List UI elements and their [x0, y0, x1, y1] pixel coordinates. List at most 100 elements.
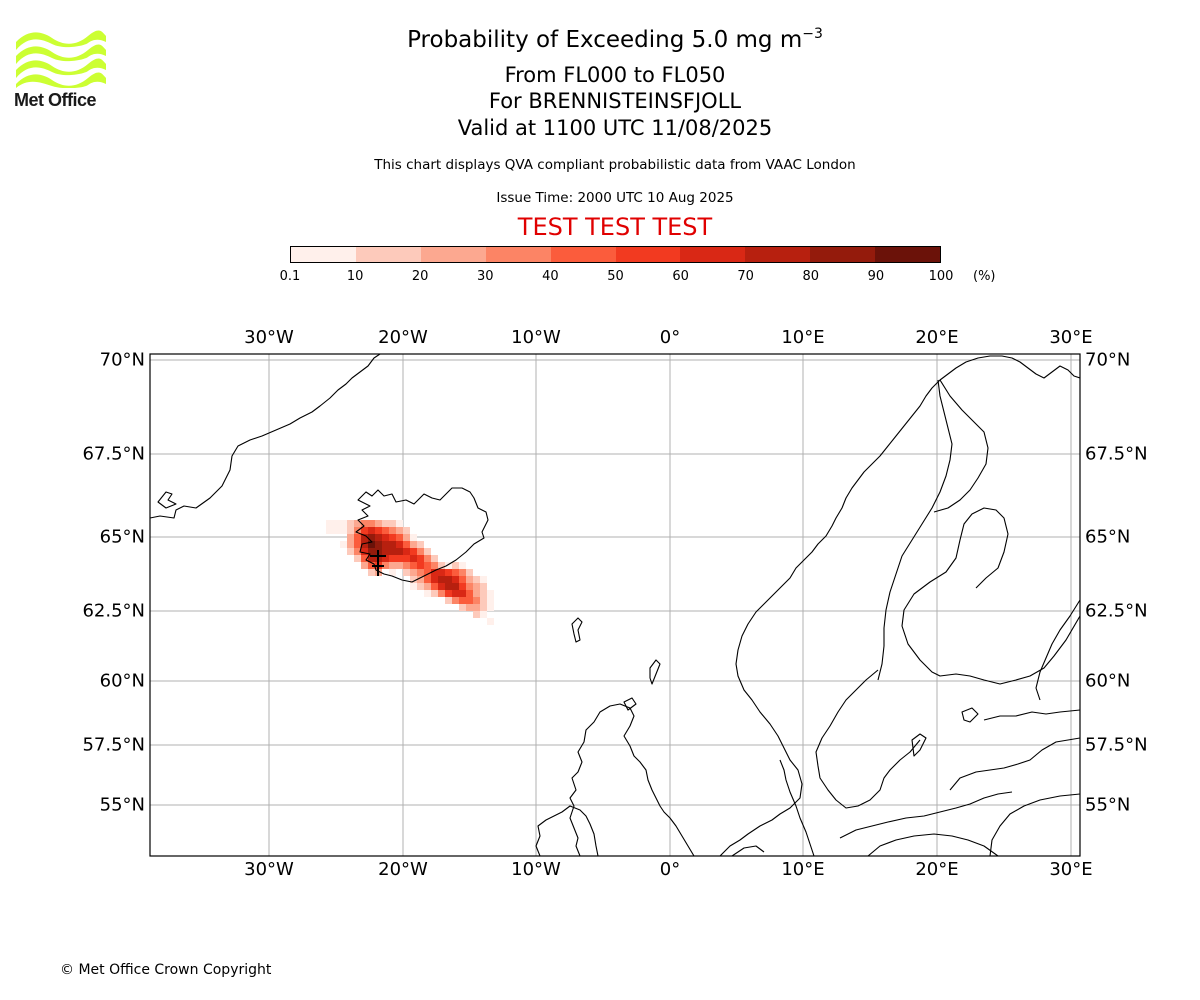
- plume-cell: [445, 583, 452, 590]
- plume-cell: [452, 597, 459, 604]
- plume-cell: [354, 534, 361, 541]
- plume-cell: [396, 562, 403, 569]
- plume-cell: [326, 520, 333, 527]
- colorbar-tick-label: 70: [737, 269, 754, 284]
- lat-label-right: 65°N: [1085, 526, 1131, 548]
- norway-sweden-border: [877, 379, 953, 681]
- plume-cell: [480, 604, 487, 611]
- plume-cell: [487, 604, 494, 611]
- plume-cell: [452, 576, 459, 583]
- plume-cell: [368, 541, 375, 548]
- lon-label-bottom: 10°E: [781, 859, 825, 880]
- lat-label-right: 55°N: [1085, 794, 1131, 816]
- plume-cell: [473, 604, 480, 611]
- ash-probability-plume: [326, 520, 494, 625]
- plume-cell: [396, 527, 403, 534]
- plume-cell: [459, 583, 466, 590]
- colorbar-tick-label: 30: [477, 269, 494, 284]
- plume-cell: [424, 590, 431, 597]
- plume-cell: [375, 527, 382, 534]
- lat-label-left: 62.5°N: [82, 600, 145, 622]
- plume-cell: [403, 534, 410, 541]
- plume-cell: [473, 597, 480, 604]
- ireland-coast: [535, 805, 599, 856]
- plume-cell: [424, 562, 431, 569]
- colorbar-segment: [810, 247, 876, 262]
- plume-cell: [417, 548, 424, 555]
- plume-cell: [361, 555, 368, 562]
- norway-coast: [719, 355, 1080, 856]
- baltic-south-coast: [839, 791, 1013, 839]
- plume-cell: [459, 576, 466, 583]
- colorbar-tick-label: 40: [542, 269, 559, 284]
- plume-cell: [480, 611, 487, 618]
- lat-label-left: 70°N: [99, 349, 145, 371]
- plume-cell: [382, 555, 389, 562]
- plume-cell: [438, 562, 445, 569]
- plume-cell: [452, 590, 459, 597]
- valid-time: Valid at 1100 UTC 11/08/2025: [457, 116, 773, 140]
- plume-cell: [368, 562, 375, 569]
- plume-cell: [417, 555, 424, 562]
- lon-label-top: 30°E: [1049, 327, 1093, 348]
- plume-cell: [424, 548, 431, 555]
- plume-cell: [382, 562, 389, 569]
- lat-label-left: 55°N: [99, 794, 145, 816]
- plume-cell: [347, 527, 354, 534]
- logo-text: Met Office: [14, 90, 97, 110]
- plume-cell: [445, 569, 452, 576]
- plume-cell: [410, 569, 417, 576]
- lat-label-left: 65°N: [99, 526, 145, 548]
- lon-label-bottom: 20°E: [915, 859, 959, 880]
- plume-cell: [452, 583, 459, 590]
- plume-cell: [354, 548, 361, 555]
- lon-label-top: 10°E: [781, 327, 825, 348]
- plume-cell: [347, 534, 354, 541]
- plume-cell: [466, 590, 473, 597]
- sweden-south-coast: [815, 669, 921, 809]
- plume-cell: [431, 590, 438, 597]
- plume-cell: [466, 576, 473, 583]
- colorbar-segment: [875, 247, 941, 262]
- greenland-islands: [157, 491, 177, 509]
- copyright-notice: © Met Office Crown Copyright: [60, 962, 272, 978]
- plume-cell: [368, 555, 375, 562]
- plume-cell: [347, 520, 354, 527]
- issue-time: Issue Time: 2000 UTC 10 Aug 2025: [496, 190, 734, 206]
- colorbar-tick-label: 50: [607, 269, 624, 284]
- plume-cell: [424, 569, 431, 576]
- country-border-netherlands: [731, 845, 765, 856]
- country-border-finland-russia: [1035, 599, 1080, 701]
- lon-label-top: 20°W: [378, 327, 428, 348]
- chart-title-text: Probability of Exceeding 5.0 mg m: [407, 27, 803, 53]
- plume-cell: [382, 527, 389, 534]
- lat-label-right: 62.5°N: [1085, 600, 1148, 622]
- plume-cell: [389, 520, 396, 527]
- plume-cell: [326, 527, 333, 534]
- colorbar-segment: [745, 247, 811, 262]
- colorbar-tick-label: 90: [867, 269, 885, 284]
- plume-cell: [382, 520, 389, 527]
- plume-cell: [417, 562, 424, 569]
- plume-cell: [487, 597, 494, 604]
- plume-cell: [445, 576, 452, 583]
- lon-label-top: 30°W: [244, 327, 294, 348]
- saaremaa: [961, 707, 979, 723]
- colorbar-segment: [615, 247, 681, 262]
- plume-cell: [410, 534, 417, 541]
- sweden-finland-border-and-baltic: [901, 507, 1080, 685]
- plume-cell: [340, 520, 347, 527]
- plume-cell: [424, 555, 431, 562]
- lon-label-bottom: 0°: [659, 859, 681, 880]
- iceland-coast: [355, 487, 489, 583]
- volcano-marker-symbol: [370, 550, 386, 576]
- lat-label-right: 67.5°N: [1085, 443, 1148, 465]
- plume-cell: [403, 569, 410, 576]
- plume-cell: [382, 548, 389, 555]
- plume-cell: [480, 597, 487, 604]
- flight-levels: From FL000 to FL050: [504, 63, 726, 87]
- chart-title-exponent: −3: [802, 26, 823, 42]
- plume-cell: [445, 562, 452, 569]
- plume-cell: [389, 555, 396, 562]
